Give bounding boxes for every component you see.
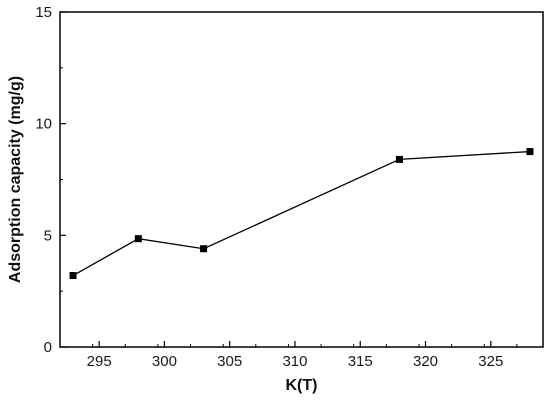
tick-labels: 295 300 305 310 315 320 325 0 5 10 15 (35, 4, 503, 370)
y-tick-label: 10 (35, 116, 52, 133)
x-tick-label: 305 (217, 353, 242, 370)
x-tick-label: 315 (348, 353, 373, 370)
data-point (395, 155, 403, 163)
y-tick-label: 15 (35, 4, 52, 21)
data-point (134, 235, 142, 243)
x-tick-label: 310 (282, 353, 307, 370)
series-line (72, 150, 530, 277)
x-tick-label: 325 (478, 353, 503, 370)
plot-frame (59, 11, 544, 348)
x-tick-label: 300 (152, 353, 177, 370)
data-point (69, 272, 77, 280)
data-point (200, 245, 208, 253)
y-axis-title: Adsorption capacity (mg/g) (7, 76, 24, 283)
x-tick-label: 320 (413, 353, 438, 370)
plot-area (59, 11, 544, 348)
data-point (526, 148, 534, 156)
axis-ticks (59, 11, 518, 348)
x-tick-label: 295 (87, 353, 112, 370)
y-tick-label: 0 (44, 339, 52, 356)
y-tick-label: 5 (44, 227, 52, 244)
series-layer (69, 148, 534, 280)
x-axis-title: K(T) (286, 377, 318, 394)
